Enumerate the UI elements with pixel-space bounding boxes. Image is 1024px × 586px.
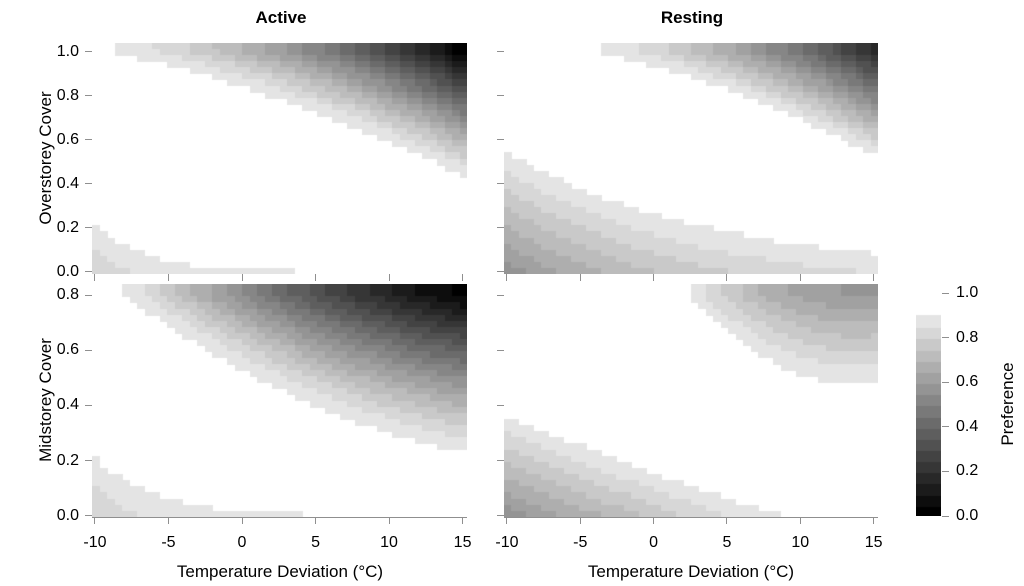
- y-tick-label: 0.6: [56, 341, 79, 359]
- x-tick: [315, 517, 317, 524]
- x-tick: [506, 517, 508, 524]
- colorbar-title: Preference: [998, 362, 1017, 446]
- panel-title-active: Active: [255, 8, 307, 27]
- y-tick: [496, 460, 504, 462]
- x-tick: [873, 274, 875, 281]
- x-tick: [241, 517, 243, 524]
- y-tick: [496, 51, 504, 53]
- x-tick: [94, 517, 96, 524]
- x-tick: [653, 274, 655, 281]
- y-tick-label: 0.4: [56, 396, 79, 414]
- y-tick: [84, 95, 92, 97]
- colorbar-tick-label: 0.8: [956, 328, 979, 346]
- colorbar-tick: [942, 381, 949, 383]
- y-tick: [84, 460, 92, 462]
- y-tick: [84, 294, 92, 296]
- x-tick-label: 10: [791, 534, 810, 551]
- x-tick-label: 15: [453, 534, 472, 551]
- x-tick: [873, 517, 875, 524]
- y-tick-label: 0.2: [56, 451, 79, 469]
- heatmap-panel-resting-overstorey: [504, 43, 878, 274]
- colorbar-tick-label: 0.2: [956, 462, 979, 480]
- x-tick-label: 0: [649, 534, 659, 551]
- colorbar-tick: [942, 292, 949, 294]
- colorbar-tick-label: 0.0: [956, 507, 979, 524]
- x-tick-label: -10: [83, 534, 107, 551]
- y-tick-label: 0.0: [56, 506, 79, 524]
- y-tick: [84, 404, 92, 406]
- x-tick: [726, 274, 728, 281]
- y-tick-label: 0.2: [56, 218, 79, 236]
- x-tick: [167, 517, 169, 524]
- y-tick: [496, 227, 504, 229]
- colorbar-tick: [942, 426, 949, 428]
- x-tick-label: 10: [380, 534, 398, 551]
- x-tick-label: 5: [311, 534, 320, 551]
- x-tick: [799, 274, 801, 281]
- x-tick: [506, 274, 508, 281]
- x-axis-line: [504, 517, 878, 518]
- colorbar-tick: [942, 515, 949, 517]
- x-axis-title-left: Temperature Deviation (°C): [176, 562, 384, 581]
- y-tick: [84, 271, 92, 273]
- heatmap-panel-resting-midstorey: [504, 284, 878, 517]
- y-tick: [496, 95, 504, 97]
- x-tick: [799, 517, 801, 524]
- colorbar-tick-label: 0.4: [956, 417, 979, 435]
- colorbar: [916, 293, 941, 516]
- x-tick-label: 15: [864, 534, 883, 551]
- x-tick-label: 0: [237, 534, 247, 551]
- y-tick: [84, 515, 92, 517]
- y-tick: [84, 227, 92, 229]
- y-tick-label: 0.4: [56, 174, 79, 192]
- panel-title-resting: Resting: [660, 8, 724, 27]
- y-tick-label: 0.8: [56, 86, 79, 104]
- y-tick: [84, 349, 92, 351]
- x-tick-label: -10: [495, 534, 519, 551]
- y-tick: [84, 139, 92, 141]
- heatmap-panel-active-midstorey: [92, 284, 467, 517]
- y-axis-title-overstorey: Overstorey Cover: [36, 91, 55, 225]
- y-tick: [496, 294, 504, 296]
- x-tick: [579, 274, 581, 281]
- x-tick: [315, 274, 317, 281]
- x-tick: [462, 517, 464, 524]
- y-tick-label: 0.6: [56, 130, 79, 148]
- y-tick: [496, 349, 504, 351]
- y-tick-label: 0.0: [56, 262, 79, 280]
- y-tick: [496, 515, 504, 517]
- y-tick: [496, 404, 504, 406]
- y-tick: [496, 139, 504, 141]
- y-tick: [84, 51, 92, 53]
- x-axis-title-right: Temperature Deviation (°C): [587, 562, 795, 581]
- x-tick: [653, 517, 655, 524]
- x-axis-line: [92, 517, 467, 518]
- x-tick: [167, 274, 169, 281]
- heatmap-panel-active-overstorey: [92, 43, 467, 274]
- colorbar-tick-label: 0.6: [956, 373, 979, 391]
- x-tick: [579, 517, 581, 524]
- x-tick: [241, 274, 243, 281]
- y-tick-label: 1.0: [56, 42, 79, 60]
- y-tick-label: 0.8: [56, 286, 79, 304]
- x-tick: [726, 517, 728, 524]
- y-tick: [84, 183, 92, 185]
- colorbar-tick: [942, 470, 949, 472]
- x-tick-label: -5: [161, 534, 176, 551]
- x-tick: [462, 274, 464, 281]
- y-tick: [496, 183, 504, 185]
- x-tick-label: 5: [722, 534, 732, 551]
- y-tick: [496, 271, 504, 273]
- colorbar-tick: [942, 337, 949, 339]
- colorbar-tick-label: 1.0: [956, 284, 979, 301]
- x-tick: [94, 274, 96, 281]
- x-tick: [388, 517, 390, 524]
- x-tick-label: -5: [573, 534, 588, 551]
- x-tick: [388, 274, 390, 281]
